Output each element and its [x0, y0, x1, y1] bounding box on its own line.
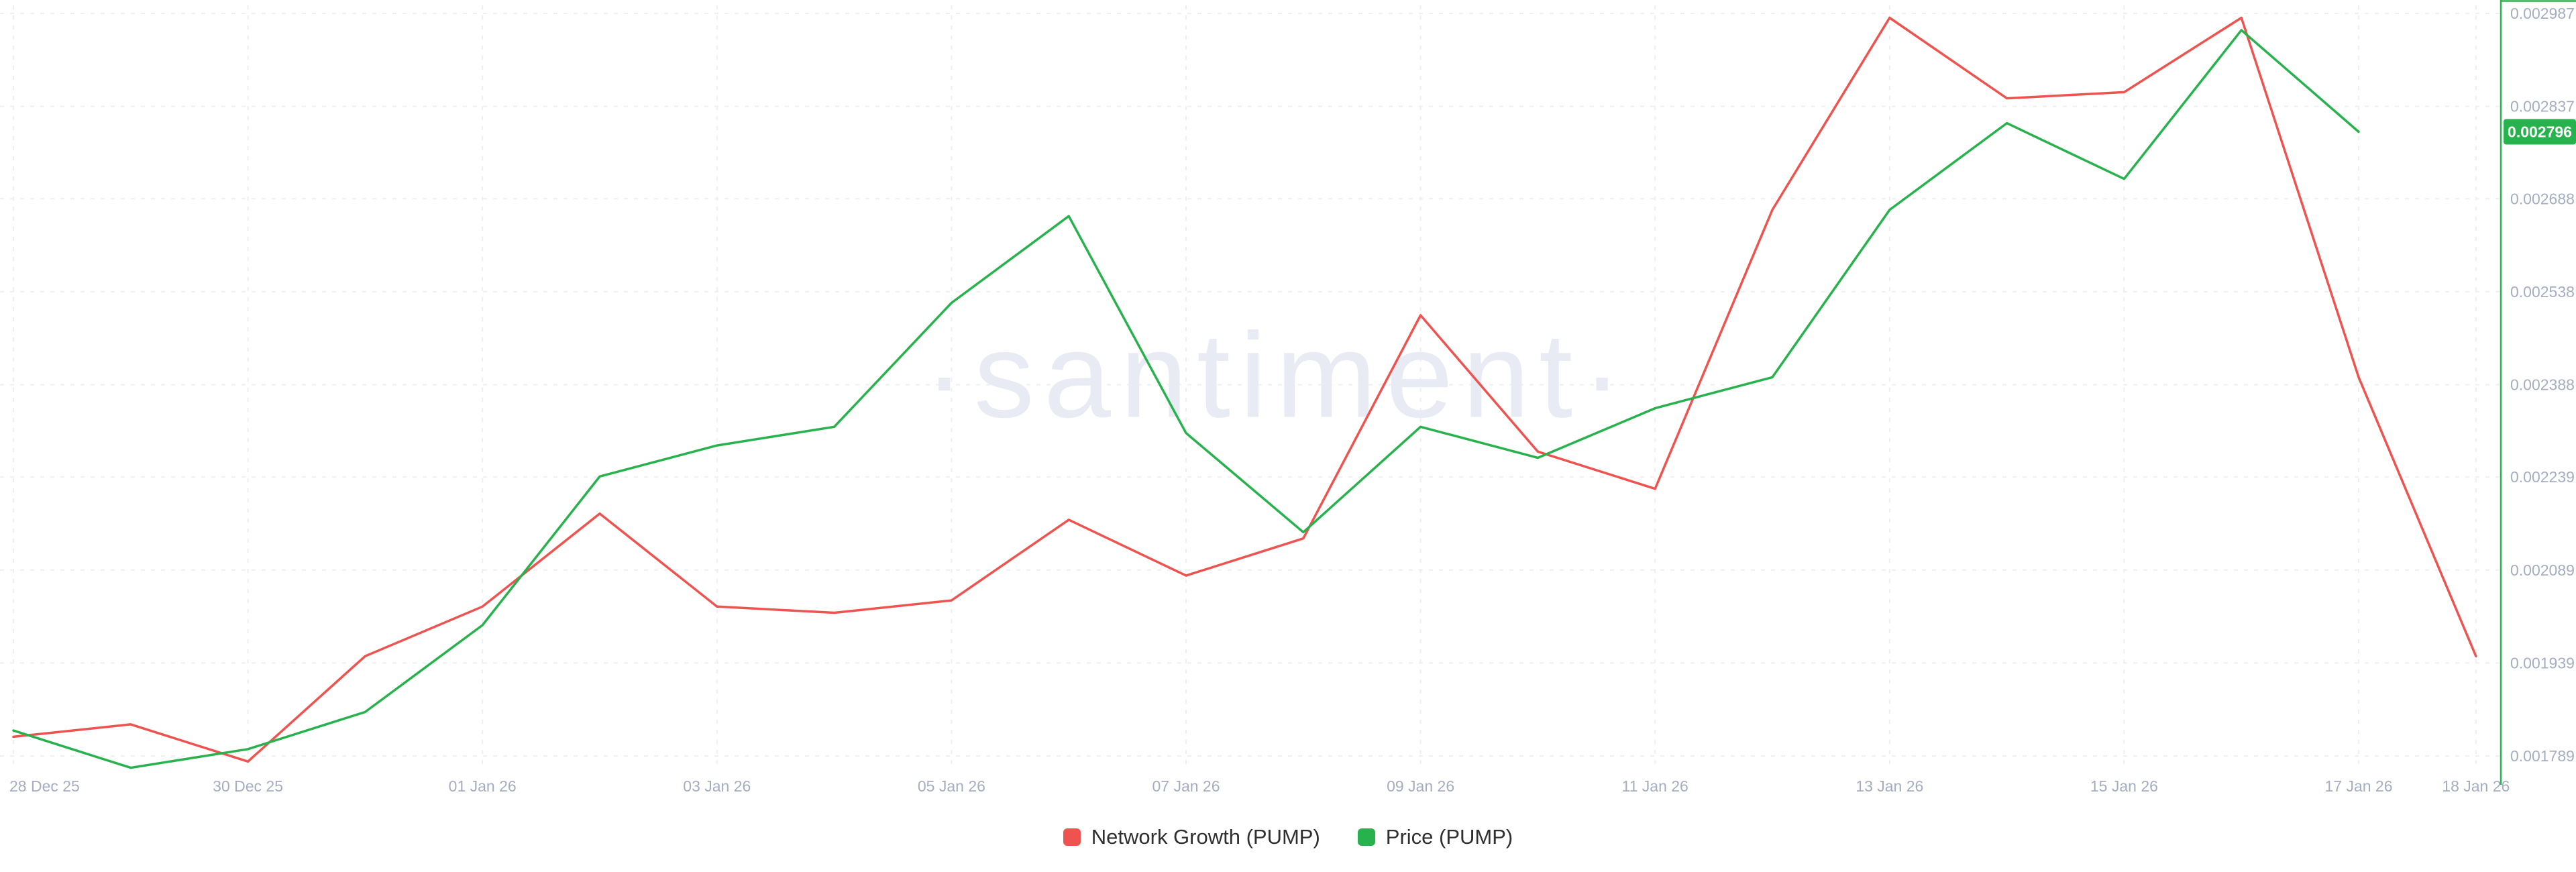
x-axis-tick-label: 11 Jan 26 [1622, 777, 1688, 795]
legend-label-network-growth: Network Growth (PUMP) [1091, 825, 1320, 849]
x-axis-tick-label: 18 Jan 26 [2442, 777, 2510, 795]
x-axis-tick-label: 15 Jan 26 [2090, 777, 2158, 795]
y-axis-tick-label: 0.002388 [2510, 376, 2575, 394]
current-price-badge-value: 0.002796 [2508, 123, 2572, 140]
network-growth-line[interactable] [12, 16, 2477, 763]
y-axis-tick-label: 0.002538 [2510, 283, 2575, 301]
legend-label-price: Price (PUMP) [1385, 825, 1513, 849]
chart-legend: Network Growth (PUMP) Price (PUMP) [0, 816, 2576, 859]
y-axis-tick-label: 0.002239 [2510, 468, 2575, 486]
y-axis-tick-label: 0.001789 [2510, 747, 2575, 765]
x-axis-tick-label: 17 Jan 26 [2324, 777, 2392, 795]
y-axis-tick-label: 0.002987 [2510, 5, 2575, 22]
x-axis-tick-label: 30 Dec 25 [213, 777, 283, 795]
price-swatch-icon [1357, 828, 1375, 846]
y-axis-tick-label: 0.002837 [2510, 98, 2575, 115]
y-axis-tick-label: 0.002089 [2510, 561, 2575, 579]
x-axis-tick-label: 01 Jan 26 [449, 777, 517, 795]
price-network-growth-chart[interactable]: 28 Dec 25 30 Dec 25 01 Jan 26 03 Jan 26 05 J… [0, 0, 2576, 805]
current-price-badge [2504, 119, 2576, 145]
x-axis-tick-label: 28 Dec 25 [9, 777, 80, 795]
x-axis-tick-label: 07 Jan 26 [1152, 777, 1220, 795]
x-axis-tick-label: 05 Jan 26 [918, 777, 985, 795]
x-axis-tick-label: 13 Jan 26 [1856, 777, 1923, 795]
legend-item-price[interactable]: Price (PUMP) [1357, 825, 1513, 849]
legend-item-network-growth[interactable]: Network Growth (PUMP) [1063, 825, 1320, 849]
network-growth-swatch-icon [1063, 828, 1081, 846]
y-axis-tick-label: 0.001939 [2510, 654, 2575, 671]
santiment-watermark: ·santiment· [924, 309, 1631, 443]
x-axis-tick-label: 09 Jan 26 [1387, 777, 1454, 795]
y-axis-tick-label: 0.002688 [2510, 190, 2575, 207]
x-axis-tick-label: 03 Jan 26 [683, 777, 751, 795]
price-line[interactable] [12, 29, 2360, 769]
